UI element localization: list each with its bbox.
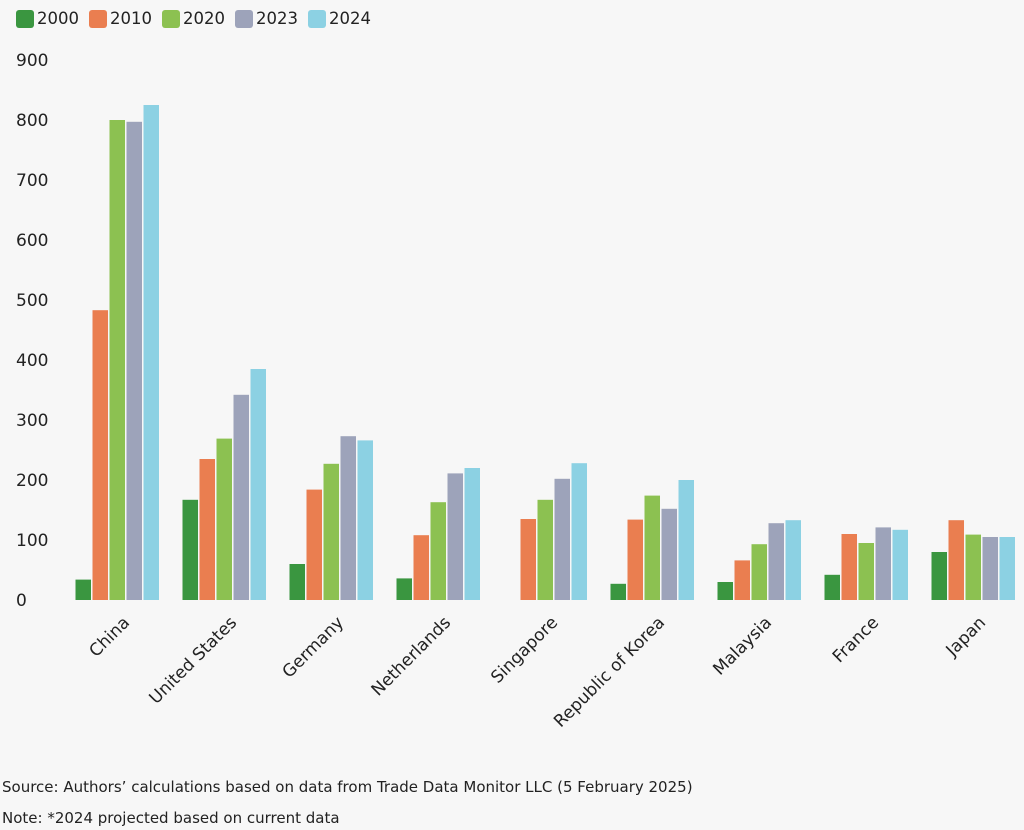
bar-chart: 0 100 200 300 400 500 600 700 800 900 China United …: [16, 51, 1015, 732]
bar-singapore-2024: [571, 463, 587, 600]
legend-swatch: [162, 9, 180, 28]
y-tick-label: 200: [16, 471, 48, 491]
bar-singapore-2023: [554, 478, 570, 600]
bar-france-2020: [858, 543, 874, 600]
bar-united-states-2020: [216, 438, 232, 600]
y-tick-label: 400: [16, 351, 48, 371]
bar-republic-of-korea-2023: [661, 508, 677, 600]
bar-malaysia-2024: [785, 520, 801, 600]
x-tick-label: Singapore: [487, 613, 562, 688]
x-tick-label: Japan: [942, 613, 990, 661]
bar-united-states-2000: [182, 499, 198, 600]
chart-legend: 2000 2010 2020 2023 2024: [16, 9, 371, 28]
bar-japan-2020: [965, 534, 981, 600]
legend-item-2010: 2010: [89, 9, 152, 28]
bar-united-states-2023: [233, 394, 249, 600]
y-tick-label: 700: [16, 171, 48, 191]
bar-republic-of-korea-2024: [678, 480, 694, 600]
legend-item-2024: 2024: [308, 9, 371, 28]
bar-netherlands-2023: [447, 473, 463, 600]
legend-label: 2024: [329, 9, 371, 28]
legend-item-2000: 2000: [16, 9, 79, 28]
bar-france-2010: [841, 534, 857, 600]
bar-china-2023: [126, 121, 142, 601]
legend-label: 2023: [256, 9, 298, 28]
bar-republic-of-korea-2020: [644, 495, 660, 600]
bar-malaysia-2010: [734, 560, 750, 600]
legend-swatch: [308, 9, 326, 28]
bar-netherlands-2010: [413, 535, 429, 600]
x-tick-label: China: [86, 613, 134, 661]
x-tick-label: Germany: [279, 613, 348, 682]
bar-netherlands-2000: [396, 578, 412, 600]
projection-note: Note: *2024 projected based on current d…: [2, 809, 340, 827]
bar-china-2000: [75, 579, 91, 600]
bar-malaysia-2020: [751, 544, 767, 600]
legend-item-2020: 2020: [162, 9, 225, 28]
y-tick-label: 600: [16, 231, 48, 251]
bar-malaysia-2023: [768, 523, 784, 600]
bar-germany-2000: [289, 564, 305, 600]
bar-republic-of-korea-2000: [610, 583, 626, 600]
y-tick-label: 900: [16, 51, 48, 71]
bar-france-2023: [875, 527, 891, 600]
bar-japan-2000: [931, 552, 947, 600]
bar-china-2010: [92, 310, 108, 600]
bar-china-2024: [143, 105, 159, 600]
bar-germany-2020: [323, 463, 339, 600]
x-tick-label: France: [829, 613, 883, 667]
bar-china-2020: [109, 120, 125, 600]
legend-label: 2000: [37, 9, 79, 28]
bar-republic-of-korea-2010: [627, 519, 643, 600]
bar-japan-2023: [982, 537, 998, 600]
bar-japan-2010: [948, 520, 964, 600]
legend-label: 2020: [183, 9, 225, 28]
y-tick-label: 0: [16, 591, 27, 611]
legend-item-2023: 2023: [235, 9, 298, 28]
bar-japan-2024: [999, 537, 1015, 600]
legend-swatch: [16, 9, 34, 28]
bar-netherlands-2020: [430, 502, 446, 600]
bar-france-2024: [892, 529, 908, 600]
source-note: Source: Authors’ calculations based on d…: [2, 778, 693, 796]
y-tick-label: 100: [16, 531, 48, 551]
legend-label: 2010: [110, 9, 152, 28]
bar-singapore-2010: [520, 519, 536, 600]
bar-singapore-2020: [537, 499, 553, 600]
legend-swatch: [235, 9, 253, 28]
bar-united-states-2010: [199, 459, 215, 600]
x-tick-label: United States: [145, 613, 241, 709]
y-tick-label: 300: [16, 411, 48, 431]
x-tick-label: Netherlands: [368, 613, 456, 701]
bar-france-2000: [824, 574, 840, 600]
bar-malaysia-2000: [717, 582, 733, 600]
bar-netherlands-2024: [464, 468, 480, 600]
legend-swatch: [89, 9, 107, 28]
bar-germany-2024: [357, 440, 373, 600]
x-tick-label: Republic of Korea: [550, 613, 669, 732]
y-tick-label: 500: [16, 291, 48, 311]
y-tick-label: 800: [16, 111, 48, 131]
bar-germany-2023: [340, 436, 356, 600]
x-tick-label: Malaysia: [709, 613, 776, 680]
bar-united-states-2024: [250, 369, 266, 600]
bar-germany-2010: [306, 489, 322, 600]
